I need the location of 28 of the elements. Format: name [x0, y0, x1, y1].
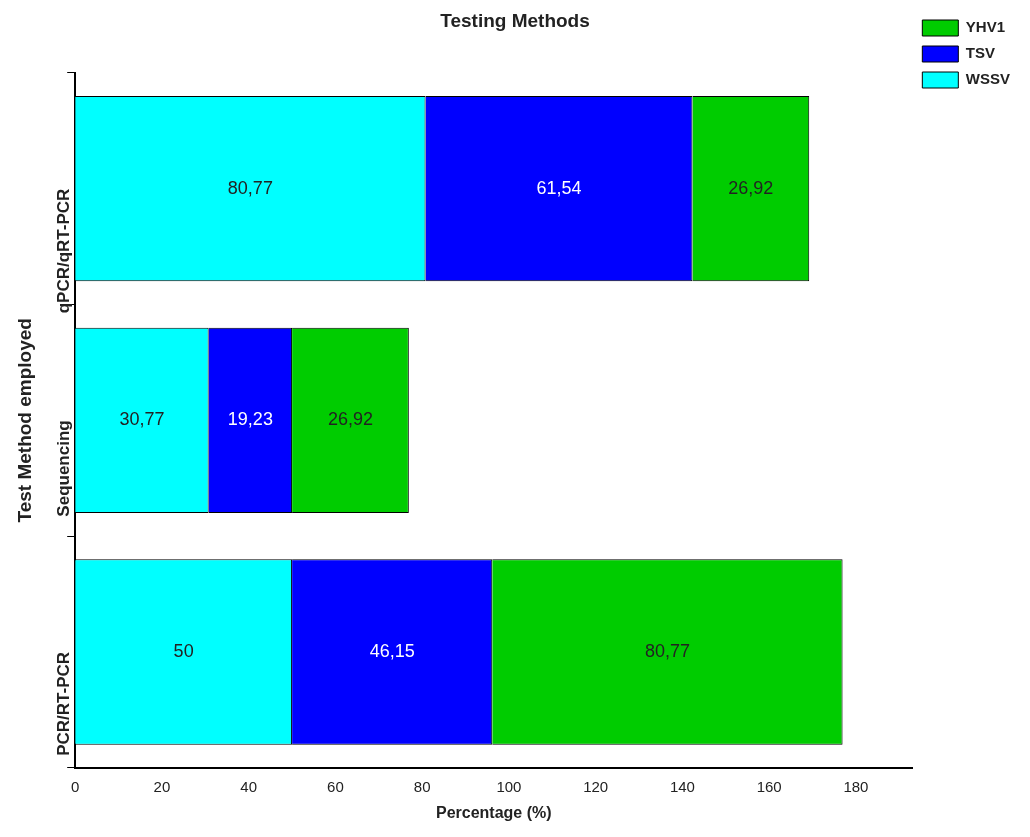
y-tick-label: PCR/RT-PCR [53, 651, 73, 756]
data-label: 30,77 [119, 409, 165, 430]
data-label: 26,92 [327, 409, 373, 430]
y-tick-label: qPCR/qRT-PCR [53, 188, 73, 314]
y-tick-label: Sequencing [53, 420, 73, 517]
x-tick-label: 100 [496, 777, 522, 795]
legend-label: WSSV [965, 70, 1011, 88]
legend-label: TSV [965, 44, 996, 62]
x-tick-label: 40 [240, 777, 258, 795]
x-tick-label: 60 [327, 777, 344, 795]
x-axis-title: Percentage (%) [435, 803, 552, 821]
y-axis-title: Test Method employed [13, 318, 35, 523]
legend-label: YHV1 [965, 18, 1006, 36]
chart-title: Testing Methods [440, 9, 590, 31]
x-tick-label: 160 [756, 777, 782, 795]
x-tick-label: 80 [413, 777, 431, 795]
data-label: 46,15 [369, 640, 415, 661]
x-tick-label: 120 [583, 777, 609, 795]
data-label: 80,77 [227, 177, 273, 198]
data-label: 61,54 [536, 177, 582, 198]
data-label: 19,23 [227, 409, 273, 430]
data-label: 26,92 [728, 177, 774, 198]
x-tick-label: 180 [843, 777, 869, 795]
x-tick-label: 0 [71, 777, 80, 795]
data-label: 50 [173, 640, 194, 661]
data-label: 80,77 [644, 640, 690, 661]
x-tick-label: 140 [669, 777, 695, 795]
x-tick-label: 20 [153, 777, 171, 795]
